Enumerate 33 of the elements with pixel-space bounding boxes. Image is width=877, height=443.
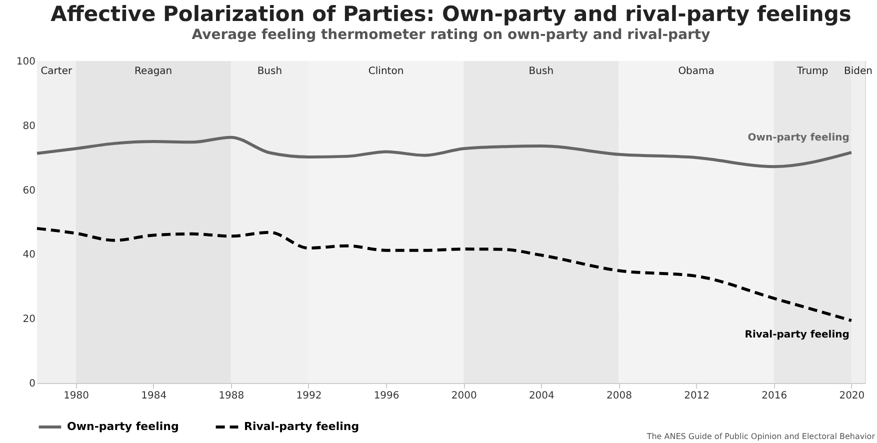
- y-tick-label: 0: [29, 378, 36, 390]
- y-tick-label: 100: [16, 56, 36, 68]
- x-tick-label: 1992: [296, 390, 322, 402]
- chart-subtitle: Average feeling thermometer rating on own-party and rival-party: [192, 27, 710, 43]
- line-series: [36, 226, 853, 322]
- y-tick-label: 40: [22, 250, 36, 261]
- x-tick-label: 1996: [374, 390, 400, 402]
- band-label: Bush: [257, 66, 282, 77]
- annotation: Own-party feeling: [748, 132, 850, 144]
- chart-title: Affective Polarization of Parties: Own-party and rival-party feelings: [50, 2, 852, 26]
- band-label: Biden: [844, 66, 872, 77]
- x-tick-label: 2020: [839, 390, 865, 402]
- y-tick-label: 80: [22, 120, 36, 132]
- x-tick-label: 1980: [64, 390, 90, 402]
- band-label: Reagan: [134, 66, 172, 77]
- y-tick-label: 20: [22, 314, 36, 326]
- band-label: Bush: [528, 66, 554, 77]
- x-tick-label: 2004: [528, 390, 554, 402]
- annotation: Rival-party feeling: [744, 330, 850, 341]
- x-tick-label: 1984: [141, 390, 167, 402]
- x-tick-label: 1988: [218, 390, 244, 402]
- legend-label: Rival-party feeling: [244, 420, 360, 433]
- x-tick-label: 2012: [684, 390, 710, 402]
- x-tick-label: 2008: [606, 390, 632, 402]
- band-label: Carter: [40, 66, 73, 77]
- y-tick-label: 60: [22, 185, 36, 196]
- band-label: Trump: [796, 66, 828, 77]
- legend-label: Own-party feeling: [67, 420, 179, 433]
- x-tick-label: 2016: [762, 390, 788, 402]
- x-tick-label: 2000: [451, 390, 477, 402]
- text: The ANES Guide of Public Opinion and Electoral Behavior: [646, 432, 876, 441]
- band-label: Clinton: [368, 66, 404, 77]
- band-label: Obama: [678, 66, 714, 77]
